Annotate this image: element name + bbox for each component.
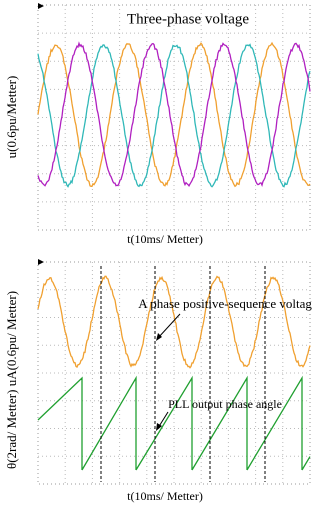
marker	[38, 259, 44, 265]
annotation: A phase positive-sequence voltage	[138, 296, 312, 311]
top-title: Three-phase voltage	[127, 11, 249, 27]
bottom-x-label: t(10ms/ Metter)	[127, 489, 203, 503]
top-x-label: t(10ms/ Metter)	[127, 232, 203, 246]
waveform	[38, 43, 310, 185]
figure: Three-phase voltage u(0.6pu/Metter) t(10…	[0, 0, 312, 512]
bottom-y-label: θ(2rad/ Metter) uA(0.6pu/ Metter)	[4, 291, 19, 469]
top-y-label: u(0.6pu/Metter)	[4, 76, 19, 159]
annotation: PLL output phase angle	[168, 397, 282, 411]
marker	[38, 3, 44, 9]
